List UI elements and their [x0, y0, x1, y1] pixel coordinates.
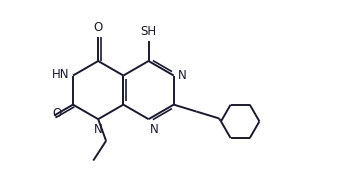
Text: O: O: [52, 108, 62, 121]
Text: O: O: [93, 21, 103, 34]
Text: N: N: [94, 123, 102, 136]
Text: N: N: [178, 69, 187, 82]
Text: SH: SH: [140, 25, 156, 38]
Text: N: N: [150, 123, 158, 136]
Text: HN: HN: [52, 68, 69, 81]
